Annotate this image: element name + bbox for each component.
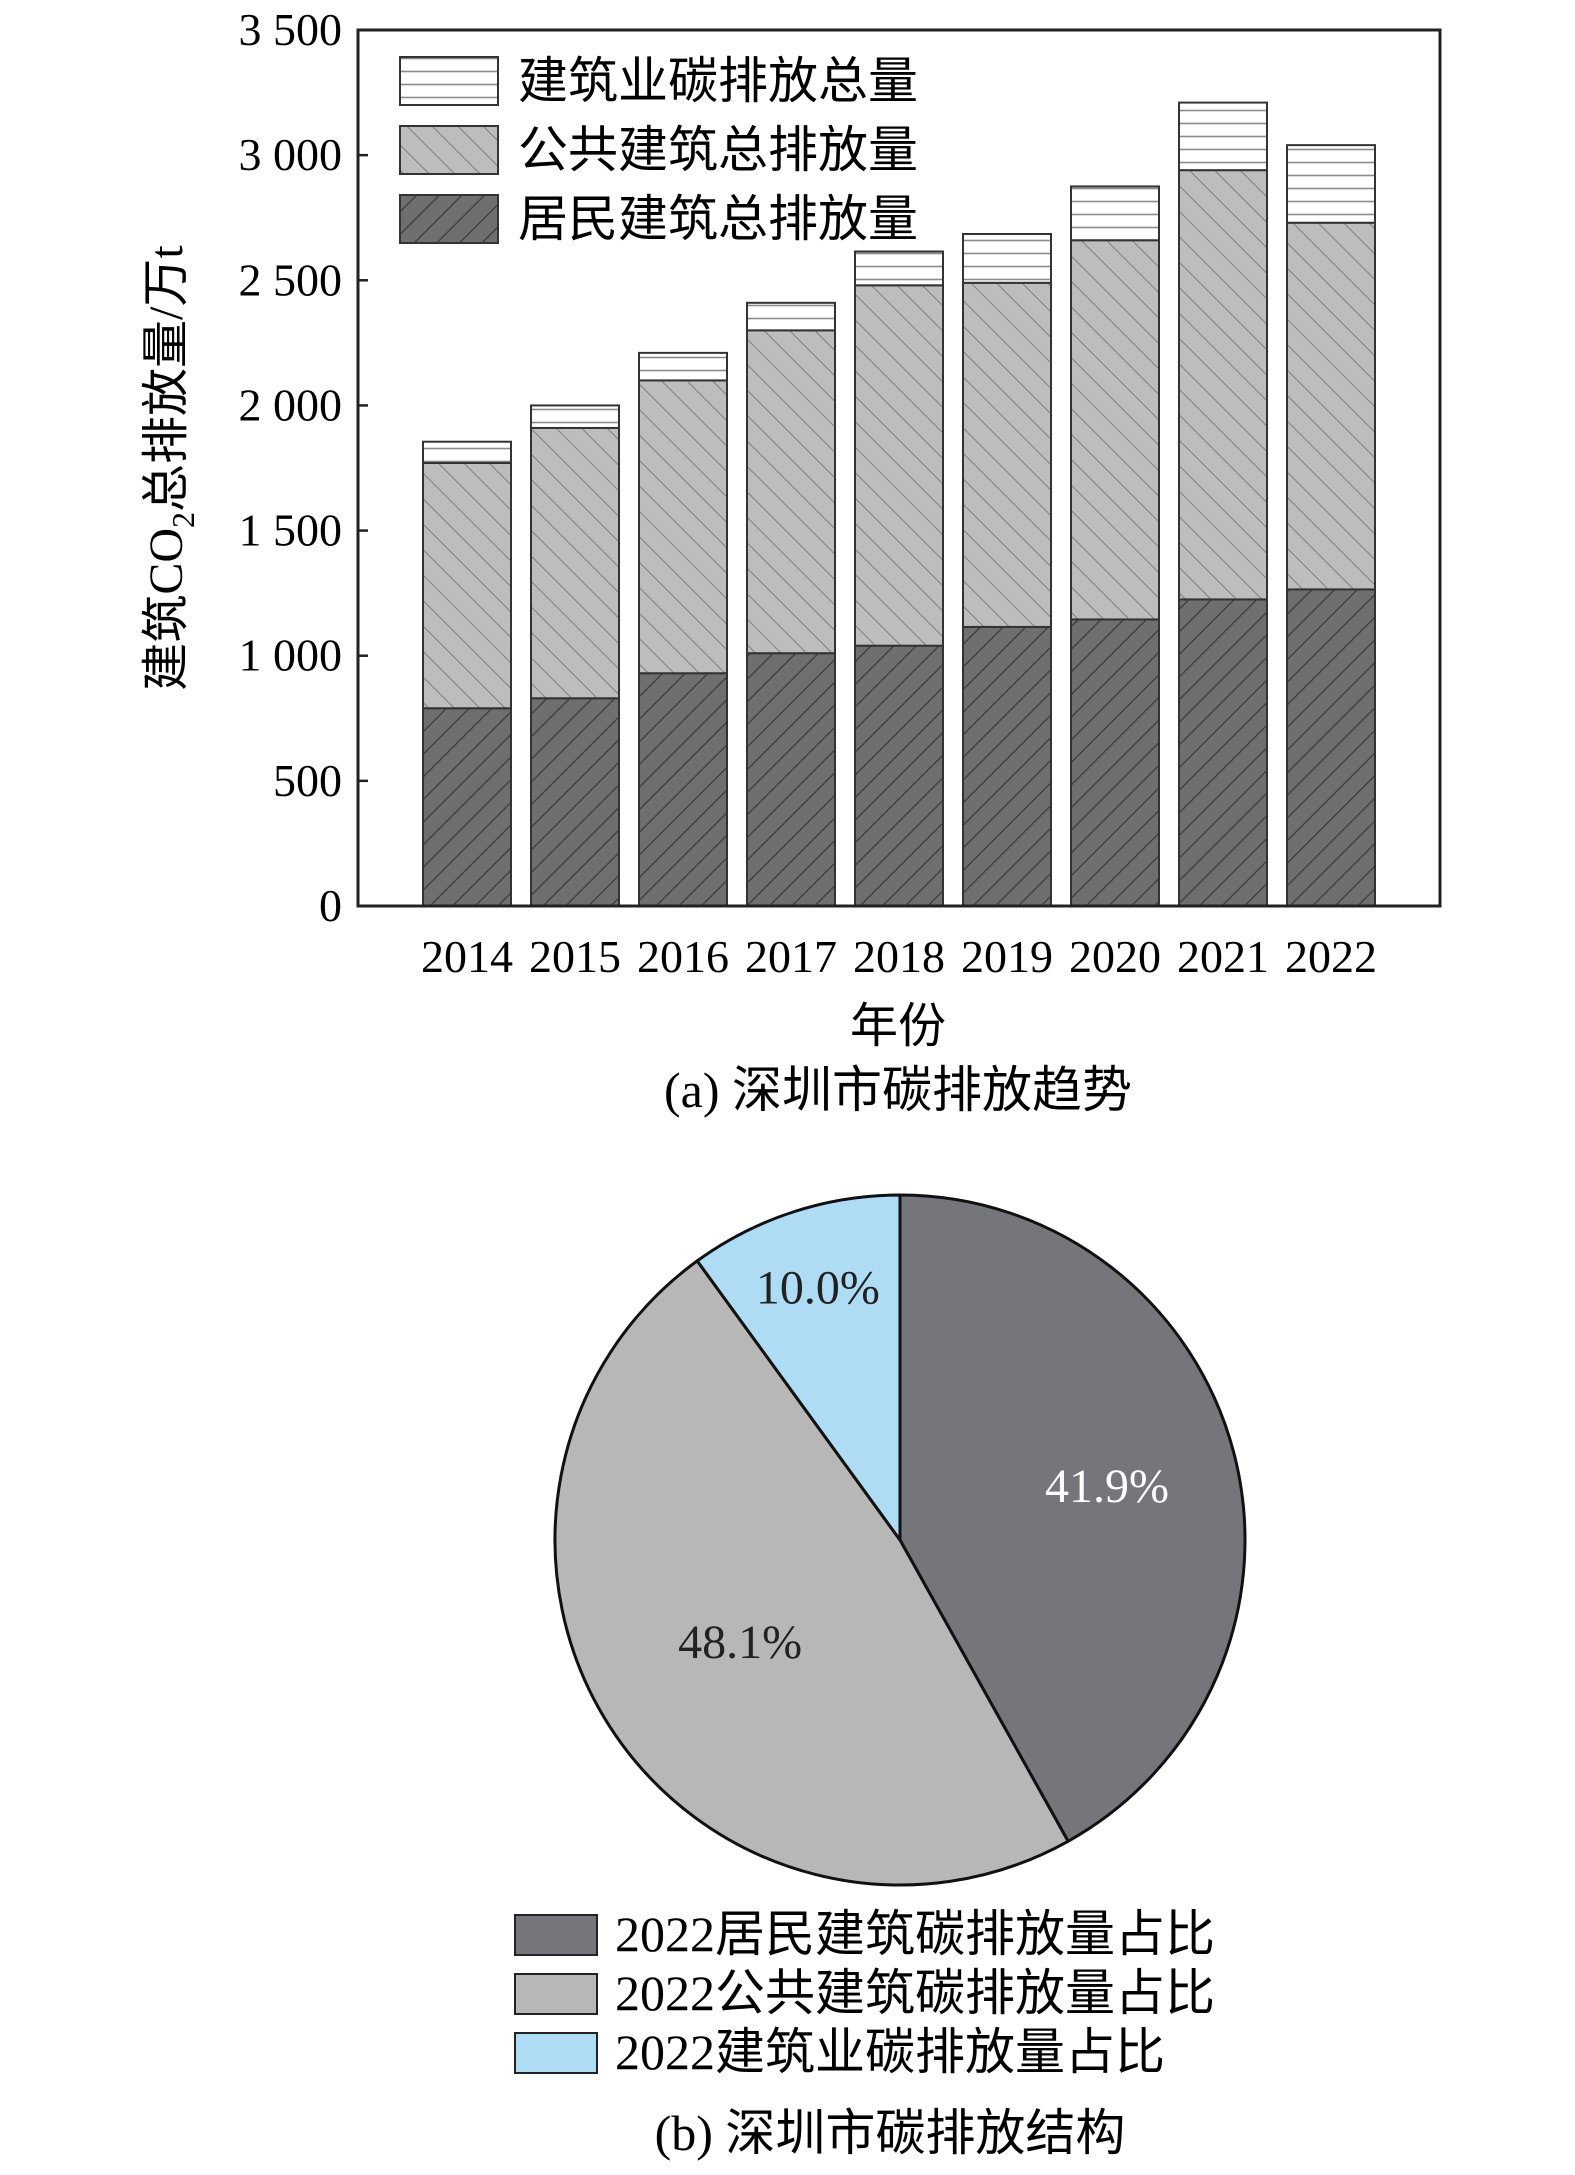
pie-legend: 2022居民建筑碳排放量占比2022公共建筑碳排放量占比2022建筑业碳排放量占… — [514, 1906, 1215, 2080]
y-tick-label: 2 000 — [239, 379, 343, 430]
bar-segment-light-diagonal-2022 — [1286, 221, 1376, 591]
pie-legend-swatch — [514, 1914, 598, 1956]
pie-legend-label: 2022建筑业碳排放量占比 — [615, 2024, 1165, 2080]
bar-segment-light-diagonal-2018 — [854, 284, 944, 647]
pie-legend-swatch — [514, 2032, 598, 2074]
bar-segment-horizontal-lines-2014 — [422, 440, 512, 464]
plot-frame — [356, 28, 1442, 908]
bar-segment-horizontal-lines-2019 — [962, 232, 1052, 284]
bar-segment-horizontal-lines-2018 — [854, 250, 944, 287]
x-tick-label: 2021 — [1177, 931, 1269, 982]
y-axis: 0 500 1 000 1 500 2 000 2 500 3 000 3 500 — [239, 4, 368, 931]
bar-segment-light-diagonal-2015 — [530, 426, 620, 700]
y-axis-label: 建筑CO2总排放量/万t — [140, 245, 201, 691]
y-label-main: 建筑CO — [140, 528, 193, 691]
pie-slice — [695, 1193, 902, 1542]
bar-segment-horizontal-lines-2016 — [638, 351, 728, 382]
y-tick-label: 2 500 — [239, 254, 343, 305]
y-tick-label: 1 000 — [239, 630, 343, 681]
legend-swatch-horizontal-lines — [399, 56, 499, 106]
bar-segment-light-diagonal-2019 — [962, 281, 1052, 628]
bar-segment-dark-diagonal-2022 — [1286, 588, 1376, 907]
legend-label: 建筑业碳排放总量 — [518, 53, 918, 109]
pie-legend-swatch — [514, 1973, 598, 2015]
bar-segment-light-diagonal-2021 — [1178, 169, 1268, 601]
legend-swatch-light-diagonal — [399, 125, 499, 175]
pie-slice-label: 41.9% — [1045, 1460, 1169, 1513]
x-tick-label: 2018 — [853, 931, 945, 982]
pie-legend-label: 2022公共建筑碳排放量占比 — [615, 1965, 1215, 2021]
pie-slices — [553, 1193, 1247, 1887]
bar-segment-dark-diagonal-2015 — [530, 697, 620, 908]
y-tick-label: 3 000 — [239, 129, 343, 180]
y-tick-label: 3 500 — [239, 4, 343, 55]
bar-segment-dark-diagonal-2016 — [638, 672, 728, 908]
bar-segment-light-diagonal-2016 — [638, 379, 728, 675]
pie-legend-label: 2022居民建筑碳排放量占比 — [615, 1906, 1215, 1962]
pie-slice-label: 10.0% — [756, 1261, 880, 1314]
x-tick-label: 2019 — [961, 931, 1053, 982]
bar-chart-caption: (a) 深圳市碳排放趋势 — [664, 1062, 1132, 1118]
x-tick-label: 2022 — [1285, 931, 1377, 982]
pie-slice — [553, 1259, 1070, 1887]
legend-swatch-dark-diagonal — [399, 194, 499, 244]
bar-segment-horizontal-lines-2021 — [1178, 101, 1268, 172]
x-tick-label: 2014 — [421, 931, 513, 982]
bar-segment-light-diagonal-2020 — [1070, 239, 1160, 621]
bar-segment-dark-diagonal-2017 — [746, 652, 836, 907]
x-tick-label: 2016 — [637, 931, 729, 982]
bar-segment-dark-diagonal-2018 — [854, 644, 944, 908]
pie-slice — [898, 1193, 1247, 1843]
y-tick-label: 500 — [273, 755, 342, 806]
bar-segment-horizontal-lines-2017 — [746, 301, 836, 332]
pie-chart: 41.9% 48.1% 10.0% 2022居民建筑碳排放量占比2022公共建筑碳排… — [514, 1193, 1247, 2161]
y-tick-label: 0 — [319, 880, 342, 931]
y-label-rest: 总排放量/万t — [140, 245, 193, 512]
bar-segment-dark-diagonal-2014 — [422, 707, 512, 907]
pie-chart-caption: (b) 深圳市碳排放结构 — [655, 2105, 1126, 2161]
bar-segment-horizontal-lines-2020 — [1070, 185, 1160, 242]
x-tick-label: 2020 — [1069, 931, 1161, 982]
x-tick-label: 2015 — [529, 931, 621, 982]
x-tick-label: 2017 — [745, 931, 837, 982]
x-axis: 2014 2015 2016 2017 2018 2019 2020 2021 2022 — [421, 931, 1377, 982]
x-axis-label: 年份 — [850, 1000, 946, 1053]
pie-labels: 41.9% 48.1% 10.0% — [678, 1261, 1169, 1669]
y-label-subscript: 2 — [165, 512, 201, 528]
legend-label: 居民建筑总排放量 — [518, 191, 918, 247]
bar-segment-horizontal-lines-2015 — [530, 404, 620, 429]
bar-segment-dark-diagonal-2021 — [1178, 598, 1268, 908]
legend-label: 公共建筑总排放量 — [518, 122, 918, 178]
bar-segment-dark-diagonal-2019 — [962, 625, 1052, 908]
bar-segment-dark-diagonal-2020 — [1070, 618, 1160, 907]
bar-segment-light-diagonal-2014 — [422, 461, 512, 710]
bar-segment-light-diagonal-2017 — [746, 329, 836, 655]
bars — [422, 101, 1376, 908]
bar-segment-horizontal-lines-2022 — [1286, 144, 1376, 224]
y-tick-label: 1 500 — [239, 505, 343, 556]
pie-slice-label: 48.1% — [678, 1616, 802, 1669]
